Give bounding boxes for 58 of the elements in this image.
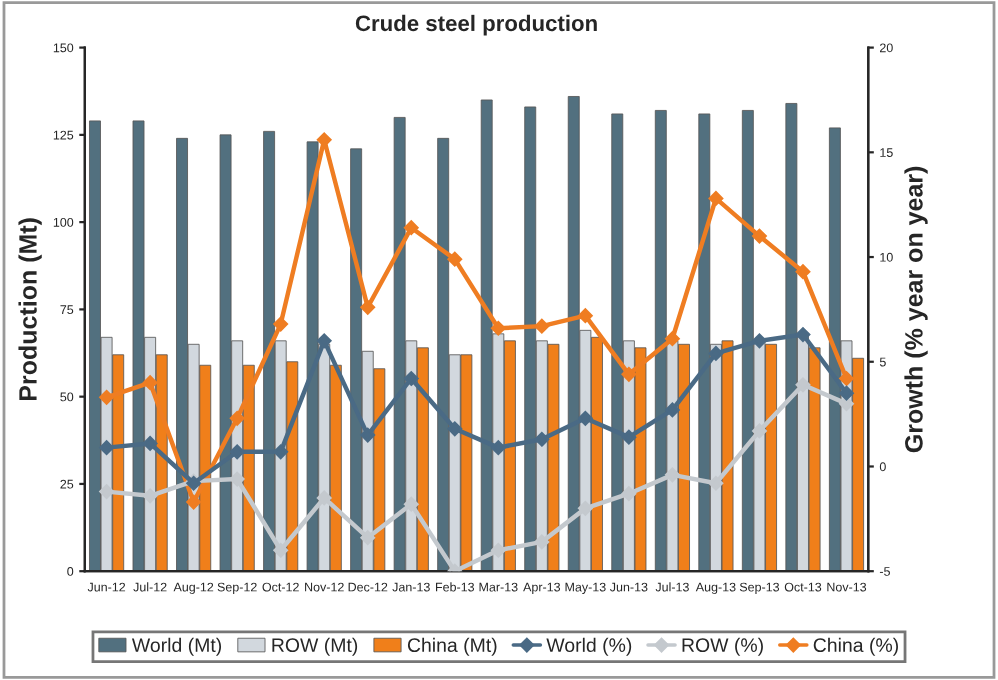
point xyxy=(708,475,724,491)
point xyxy=(99,390,114,405)
point xyxy=(665,467,680,483)
point xyxy=(142,436,158,451)
point xyxy=(621,429,637,445)
point xyxy=(99,440,114,455)
point xyxy=(752,228,767,244)
point xyxy=(534,318,550,334)
point xyxy=(708,191,724,206)
point xyxy=(665,402,680,418)
point xyxy=(621,486,637,501)
point xyxy=(708,346,724,361)
point xyxy=(229,411,245,426)
point xyxy=(316,333,332,349)
legend-label: ROW (%) xyxy=(682,637,763,656)
point xyxy=(491,542,506,558)
y-axis-title: Production (Mt) xyxy=(18,218,42,401)
point xyxy=(447,251,463,267)
point xyxy=(273,316,288,332)
point xyxy=(99,484,114,499)
point xyxy=(795,377,811,393)
point xyxy=(578,501,593,516)
point xyxy=(316,490,332,506)
point xyxy=(795,327,811,342)
point xyxy=(752,423,767,439)
legend-label: World (%) xyxy=(546,637,632,656)
point xyxy=(447,421,463,437)
point xyxy=(229,471,245,487)
point xyxy=(186,494,201,510)
point xyxy=(403,371,419,386)
point xyxy=(491,440,506,455)
legend-label: World (Mt) xyxy=(131,637,222,656)
point xyxy=(534,431,550,447)
point xyxy=(578,411,593,426)
y2-axis-title: Growth (% year on year) xyxy=(904,166,928,453)
point xyxy=(752,333,767,349)
point xyxy=(273,542,288,558)
point xyxy=(360,530,376,545)
point xyxy=(839,385,854,401)
point xyxy=(142,488,158,504)
point xyxy=(142,375,158,390)
point xyxy=(665,331,680,346)
legend-label: China (%) xyxy=(813,637,898,656)
point xyxy=(403,220,419,235)
legend-label: ROW (Mt) xyxy=(272,637,358,656)
point xyxy=(403,496,419,512)
point xyxy=(360,427,376,443)
point xyxy=(360,300,376,315)
chart-title: Crude steel production xyxy=(355,14,597,36)
point xyxy=(273,444,288,460)
point xyxy=(839,371,854,386)
point xyxy=(534,534,550,550)
legend-label: China (Mt) xyxy=(407,637,497,656)
point xyxy=(578,308,593,323)
point xyxy=(229,444,245,460)
point xyxy=(621,367,637,382)
point xyxy=(795,264,811,279)
point xyxy=(491,320,506,336)
